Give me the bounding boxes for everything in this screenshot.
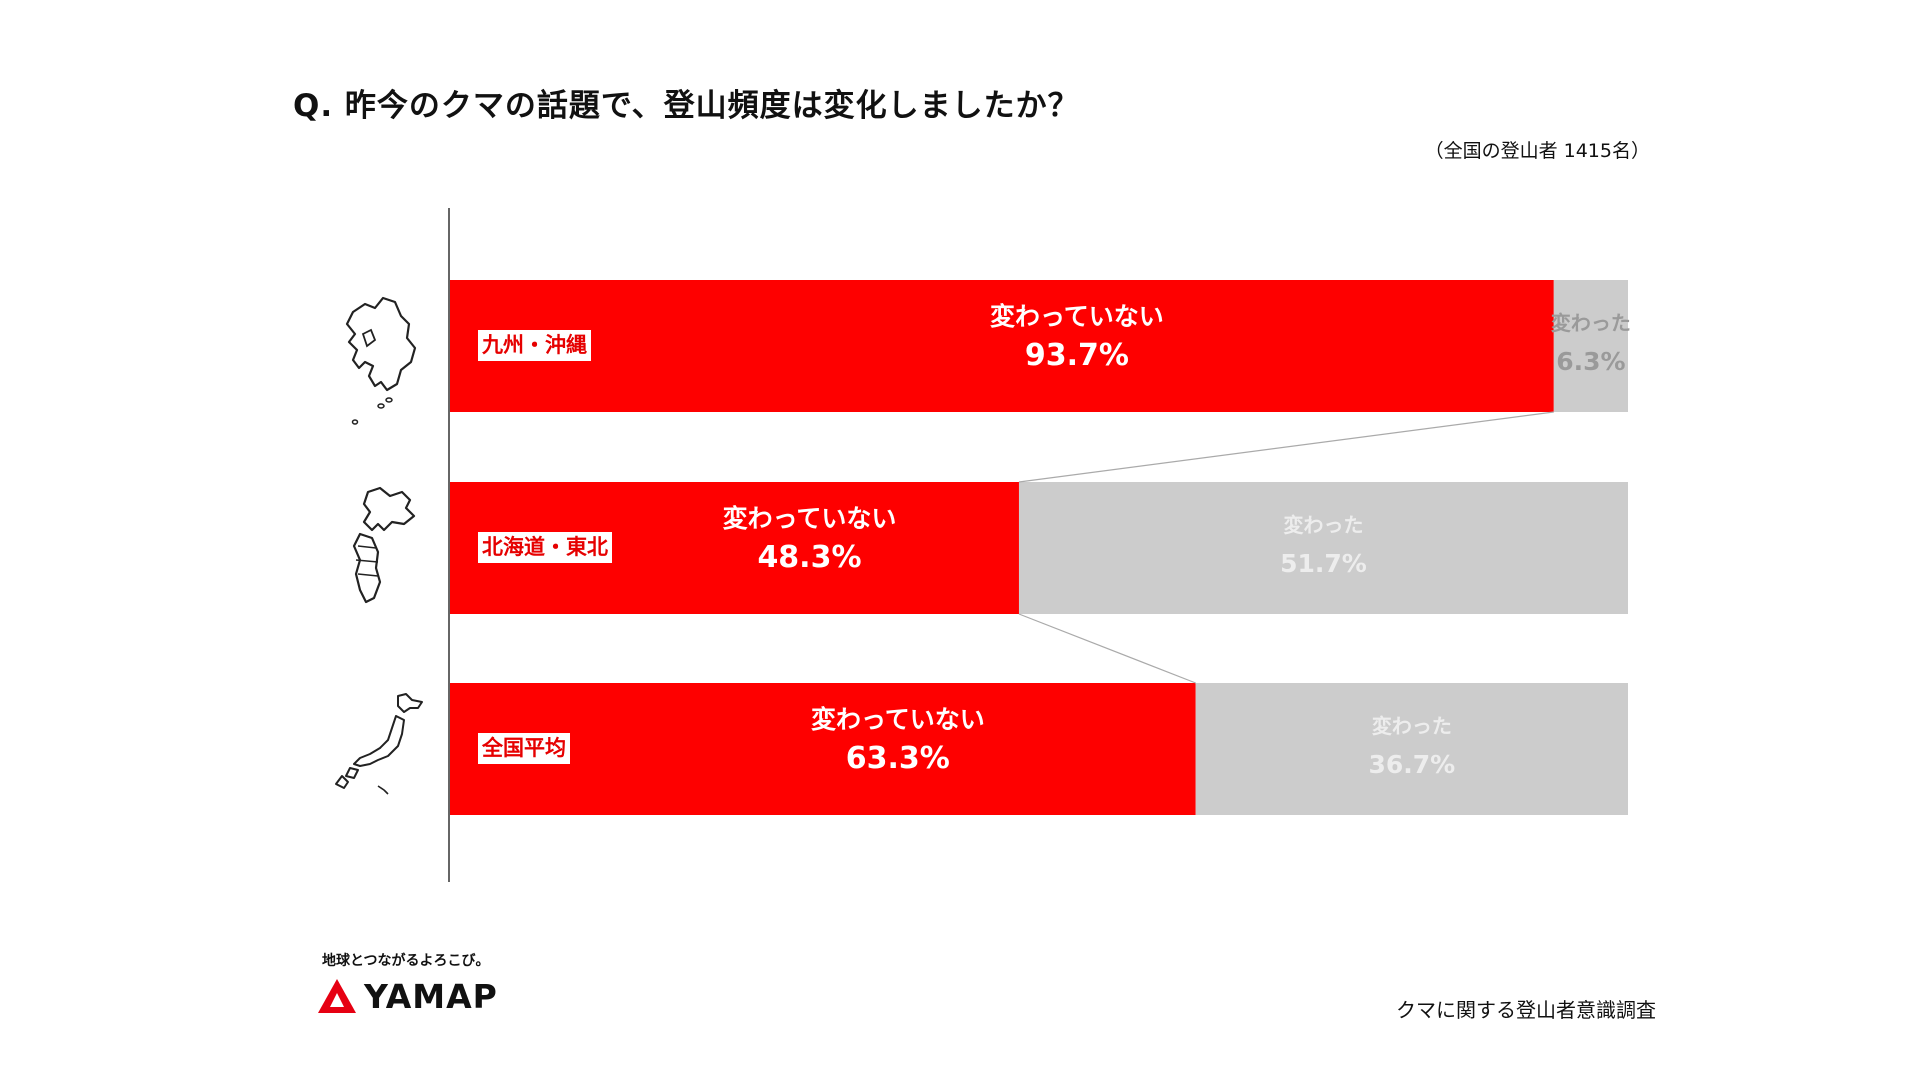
bar-changed-2	[1195, 683, 1628, 815]
sample-size-note: （全国の登山者 1415名）	[1424, 140, 1650, 162]
data-label-changed-0: 変わった 6.3%	[1550, 311, 1631, 376]
data-label-unchanged-2: 変わっていない 63.3%	[810, 705, 985, 776]
data-label-changed-2: 変わった 36.7%	[1368, 714, 1456, 779]
category-label-0: 九州・沖縄	[478, 330, 591, 361]
yamap-logo: YAMAP	[316, 975, 498, 1017]
category-label-1: 北海道・東北	[478, 532, 612, 563]
bar-unchanged-0	[450, 280, 1554, 412]
bar-changed-1	[1018, 482, 1628, 614]
mountain-logo-icon	[318, 979, 356, 1013]
japan-map-icon	[335, 693, 423, 795]
hokkaido-tohoku-map-icon	[352, 486, 416, 604]
survey-source: クマに関する登山者意識調査	[1396, 998, 1656, 1022]
data-label-unchanged-1: 変わっていない 48.3%	[722, 504, 897, 575]
data-label-changed-1: 変わった 51.7%	[1280, 513, 1367, 578]
connector-line-0	[1018, 411, 1554, 483]
brand-tagline: 地球とつながるよろこび。	[322, 953, 490, 969]
data-label-unchanged-0: 変わっていない 93.7%	[990, 302, 1164, 373]
bar-changed-0	[1553, 280, 1628, 412]
logo-text: YAMAP	[364, 976, 498, 1016]
bar-unchanged-2	[450, 683, 1196, 815]
connector-line-1	[1018, 613, 1196, 684]
kyushu-map-icon	[345, 296, 417, 425]
chart-title: Q. 昨今のクマの話題で、登山頻度は変化しましたか？	[293, 88, 1080, 124]
category-label-2: 全国平均	[478, 733, 570, 764]
